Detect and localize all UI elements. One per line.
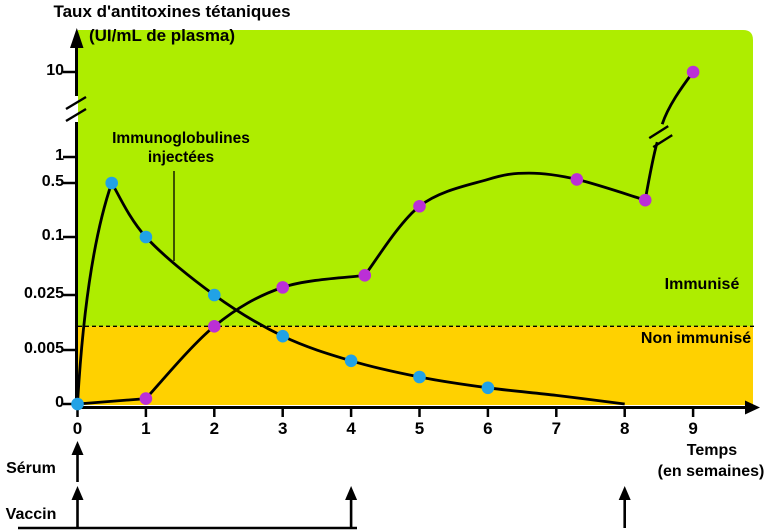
vaccin-dot bbox=[686, 65, 700, 79]
vaccin-injection-arrow bbox=[345, 486, 358, 500]
vaccin-dot bbox=[570, 173, 584, 186]
vaccin-dot bbox=[358, 269, 372, 282]
y-tick-label: 0 bbox=[55, 394, 64, 411]
y-tick-label: 0.005 bbox=[23, 340, 64, 357]
annotation-line2: injectées bbox=[147, 149, 215, 166]
vaccin-curve bbox=[363, 171, 646, 277]
x-tick-label: 6 bbox=[483, 419, 493, 438]
curve-break-mark bbox=[652, 134, 673, 149]
x-tick-label: 5 bbox=[414, 419, 425, 438]
serum-dot bbox=[276, 329, 290, 343]
serum-dot bbox=[71, 397, 84, 411]
vaccin-dot bbox=[139, 392, 153, 405]
vaccin-dot bbox=[638, 193, 652, 207]
vaccin-injection-arrow bbox=[618, 486, 631, 500]
immunoglobulines-annotation: Immunoglobulines injectées bbox=[112, 129, 250, 167]
annotation-line1: Immunoglobulines bbox=[112, 130, 250, 147]
x-tick-label: 0 bbox=[72, 419, 83, 438]
serum-row-label: Sérum bbox=[6, 460, 56, 477]
serum-dot bbox=[344, 354, 358, 368]
x-tick-label: 7 bbox=[551, 419, 562, 438]
x-axis-arrowhead bbox=[745, 400, 760, 415]
serum-dot bbox=[208, 288, 221, 302]
serum-dot bbox=[481, 381, 495, 395]
y-tick-label: 1 bbox=[55, 147, 64, 164]
chart-title-line1: Taux d'antitoxines tétaniques bbox=[53, 2, 291, 21]
x-tick-label: 3 bbox=[277, 419, 288, 438]
x-tick-label: 8 bbox=[619, 419, 630, 438]
immune-region-label: Immunisé bbox=[664, 276, 740, 293]
immune-region bbox=[78, 30, 753, 327]
x-tick-label: 4 bbox=[346, 419, 356, 438]
y-tick-label: 10 bbox=[46, 62, 64, 79]
x-axis-title-line2: (en semaines) bbox=[657, 463, 765, 480]
y-tick-label: 0.1 bbox=[41, 227, 64, 244]
non-immune-region bbox=[78, 326, 753, 405]
x-tick-label: 2 bbox=[209, 419, 220, 438]
non-immune-region-label: Non immunisé bbox=[640, 330, 752, 347]
vaccin-dot bbox=[208, 320, 221, 333]
serum-dot bbox=[139, 230, 153, 244]
curve-break-mark bbox=[648, 125, 669, 140]
y-axis-break-mark bbox=[65, 107, 87, 123]
vaccin-curve bbox=[77, 273, 365, 406]
vaccin-dot bbox=[276, 281, 290, 294]
vaccin-injection-arrow bbox=[71, 486, 84, 500]
y-axis-break-mark bbox=[65, 95, 87, 111]
vaccin-dot bbox=[413, 199, 426, 213]
y-tick-label: 0.025 bbox=[23, 285, 64, 302]
x-tick-label: 1 bbox=[141, 419, 151, 438]
serum-dot bbox=[105, 176, 118, 190]
chart-title-line2: (UI/mL de plasma) bbox=[88, 26, 236, 45]
y-axis-arrowhead bbox=[70, 28, 84, 48]
serum-dot bbox=[413, 370, 426, 384]
x-axis-title-line1: Temps bbox=[686, 442, 738, 459]
y-tick-label: 0.5 bbox=[41, 173, 64, 190]
serum-injection-arrow bbox=[71, 441, 84, 455]
vaccin-row-label: Vaccin bbox=[5, 506, 57, 523]
x-tick-label: 9 bbox=[688, 419, 698, 438]
